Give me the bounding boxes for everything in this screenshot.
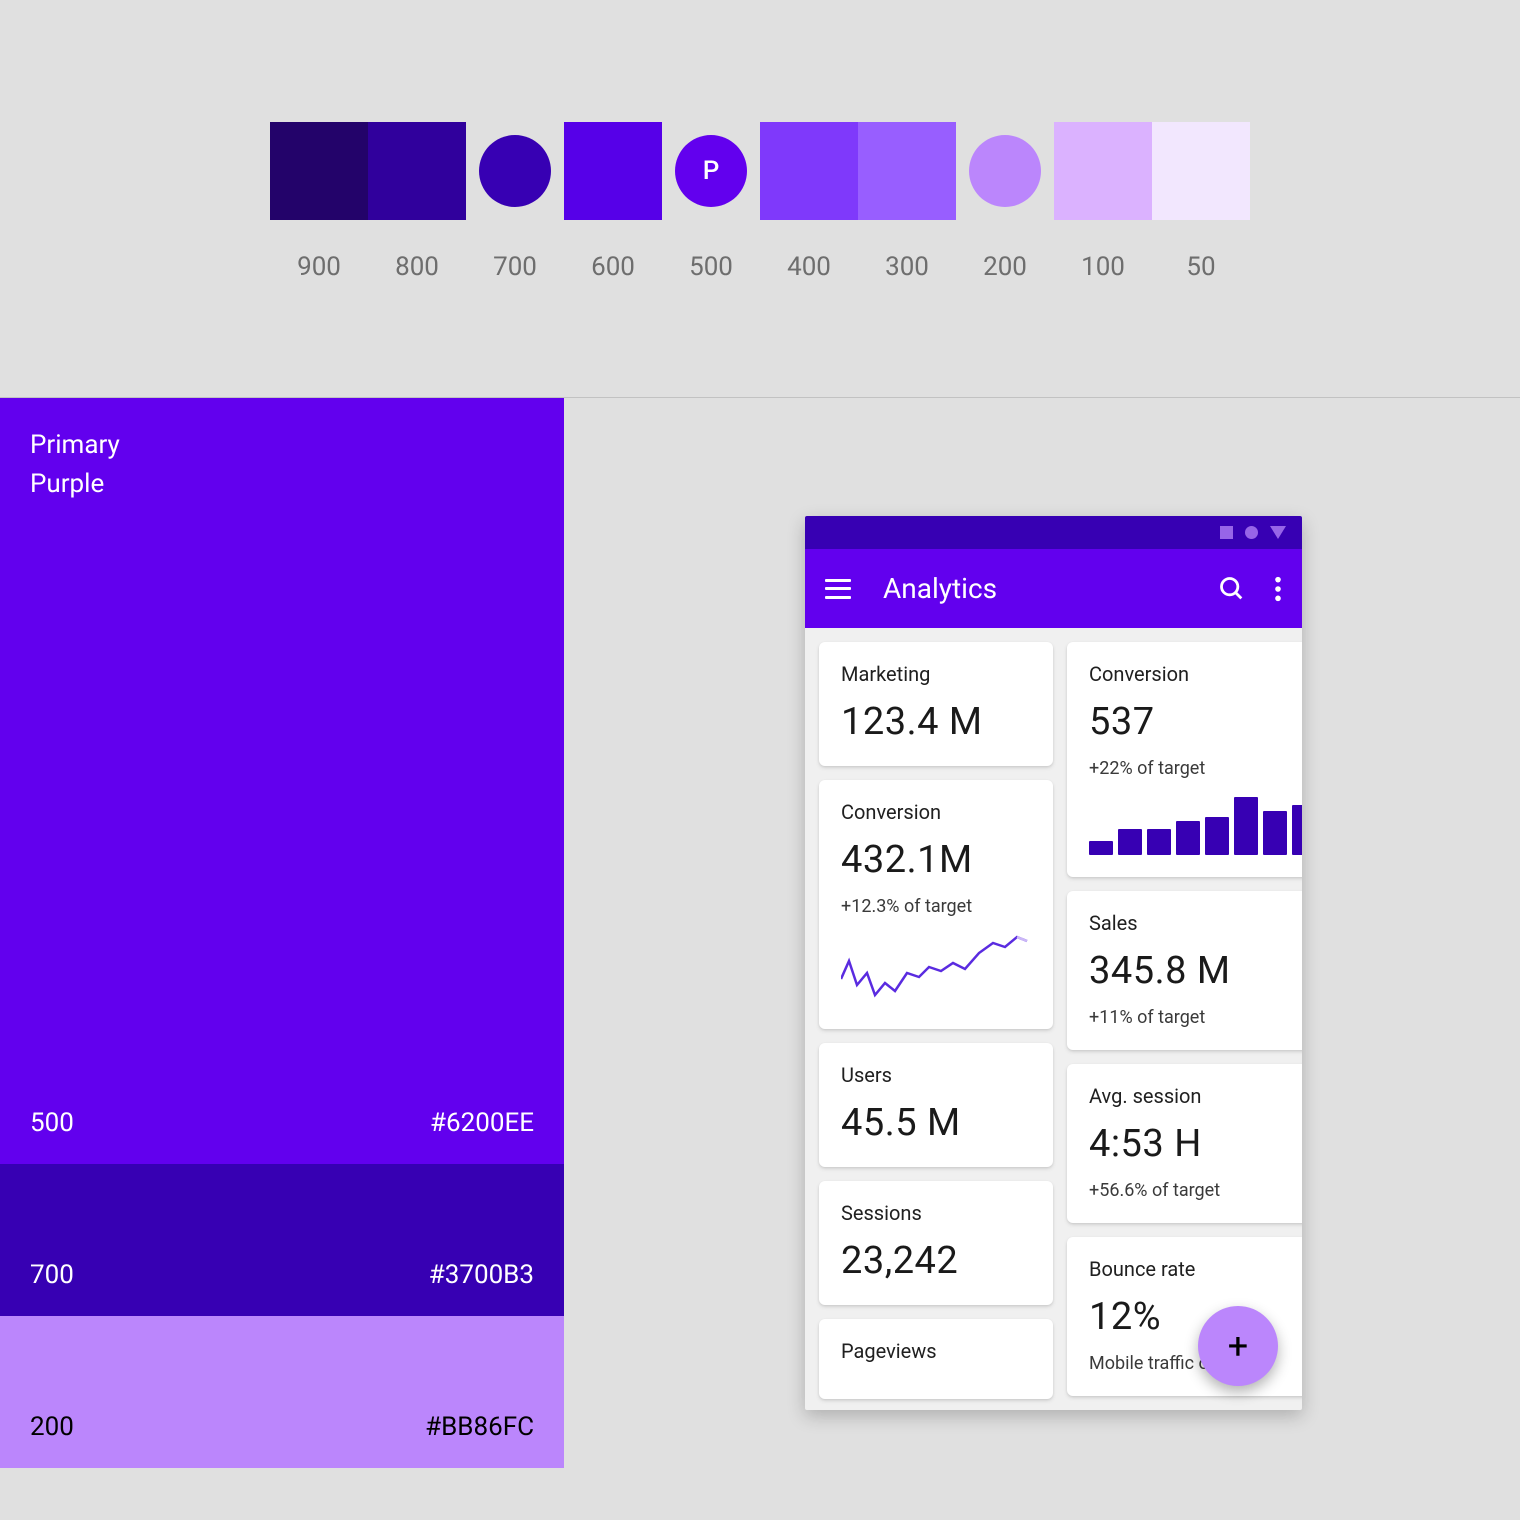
mini-bar xyxy=(1263,811,1287,855)
dark-variant-block: 700 #3700B3 xyxy=(0,1164,564,1316)
card-subtext: +11% of target xyxy=(1089,1007,1302,1028)
swatch-shape-700 xyxy=(466,122,564,220)
card-value: 45.5 M xyxy=(841,1101,1031,1145)
card-title: Marketing xyxy=(841,662,1031,686)
status-bar xyxy=(805,516,1302,549)
mini-bar-chart xyxy=(1089,793,1302,855)
swatch-50: 50 xyxy=(1152,122,1250,282)
primary-color-block: Primary Purple 500 #6200EE xyxy=(0,398,564,1164)
swatch-label-500: 500 xyxy=(689,252,733,282)
primary-label-2: Purple xyxy=(30,465,534,504)
card-subtext: +22% of target xyxy=(1089,758,1302,779)
color-stack: Primary Purple 500 #6200EE 700 #3700B3 2… xyxy=(0,398,564,1468)
swatch-shape-900 xyxy=(270,122,368,220)
mini-bar xyxy=(1176,821,1200,855)
device-mock: Analytics Marketing 123.4 M Conversion 432.… xyxy=(805,516,1302,1410)
swatch-shape-600 xyxy=(564,122,662,220)
swatch-label-300: 300 xyxy=(885,252,929,282)
overflow-menu-icon[interactable] xyxy=(1274,575,1282,603)
analytics-card[interactable]: Avg. session 4:53 H +56.6% of target xyxy=(1067,1064,1302,1223)
dark-shade: 700 xyxy=(30,1260,74,1290)
swatch-shape-300 xyxy=(858,122,956,220)
swatch-label-600: 600 xyxy=(591,252,635,282)
swatch-shape-800 xyxy=(368,122,466,220)
hamburger-menu-icon[interactable] xyxy=(825,579,851,599)
palette-row: 900 800 700 600 P 500 400 300 200 100 50 xyxy=(270,122,1250,282)
card-value: 537 xyxy=(1089,700,1302,744)
swatch-700: 700 xyxy=(466,122,564,282)
mini-bar xyxy=(1147,829,1171,855)
swatch-shape-50 xyxy=(1152,122,1250,220)
card-value: 23,242 xyxy=(841,1239,1031,1283)
mini-bar xyxy=(1234,797,1258,855)
mini-bar xyxy=(1118,829,1142,855)
swatch-800: 800 xyxy=(368,122,466,282)
status-square-icon xyxy=(1220,526,1233,539)
swatch-shape-200 xyxy=(956,122,1054,220)
light-variant-block: 200 #BB86FC xyxy=(0,1316,564,1468)
fab-button[interactable]: + xyxy=(1198,1306,1278,1386)
swatch-200: 200 xyxy=(956,122,1054,282)
app-bar-title: Analytics xyxy=(883,572,1218,605)
left-card-column: Marketing 123.4 M Conversion 432.1M +12.3% o… xyxy=(819,642,1053,1396)
card-value: 432.1M xyxy=(841,838,1031,882)
swatch-shape-400 xyxy=(760,122,858,220)
primary-shade: 500 xyxy=(30,1108,74,1138)
swatch-letter: P xyxy=(703,156,720,186)
search-icon[interactable] xyxy=(1218,575,1246,603)
dark-hex: #3700B3 xyxy=(429,1260,534,1290)
card-subtext: +12.3% of target xyxy=(841,896,1031,917)
analytics-card[interactable]: Marketing 123.4 M xyxy=(819,642,1053,766)
status-circle-icon xyxy=(1245,526,1258,539)
swatch-500: P 500 xyxy=(662,122,760,282)
swatch-shape-500: P xyxy=(662,122,760,220)
swatch-label-900: 900 xyxy=(297,252,341,282)
swatch-label-400: 400 xyxy=(787,252,831,282)
analytics-card[interactable]: Sales 345.8 M +11% of target xyxy=(1067,891,1302,1050)
card-title: Avg. session xyxy=(1089,1084,1302,1108)
card-title: Pageviews xyxy=(841,1339,1031,1363)
swatch-300: 300 xyxy=(858,122,956,282)
mini-bar xyxy=(1205,817,1229,855)
swatch-label-100: 100 xyxy=(1081,252,1125,282)
app-bar: Analytics xyxy=(805,549,1302,628)
analytics-card[interactable]: Conversion 432.1M +12.3% of target xyxy=(819,780,1053,1029)
mini-bar xyxy=(1292,805,1302,855)
card-value: 123.4 M xyxy=(841,700,1031,744)
palette-section: 900 800 700 600 P 500 400 300 200 100 50 xyxy=(0,0,1520,397)
analytics-card[interactable]: Conversion 537 +22% of target xyxy=(1067,642,1302,877)
swatch-label-50: 50 xyxy=(1186,252,1215,282)
swatch-shape-100 xyxy=(1054,122,1152,220)
swatch-100: 100 xyxy=(1054,122,1152,282)
light-shade: 200 xyxy=(30,1412,74,1442)
status-triangle-icon xyxy=(1270,526,1286,539)
swatch-900: 900 xyxy=(270,122,368,282)
swatch-600: 600 xyxy=(564,122,662,282)
card-title: Sales xyxy=(1089,911,1302,935)
cards-area: Marketing 123.4 M Conversion 432.1M +12.3% o… xyxy=(805,628,1302,1410)
analytics-card[interactable]: Users 45.5 M xyxy=(819,1043,1053,1167)
card-value: 4:53 H xyxy=(1089,1122,1302,1166)
card-title: Conversion xyxy=(841,800,1031,824)
right-card-column: Conversion 537 +22% of target Sales 345.8 M +… xyxy=(1067,642,1302,1396)
light-hex: #BB86FC xyxy=(425,1412,534,1442)
card-title: Bounce rate xyxy=(1089,1257,1302,1281)
mini-bar xyxy=(1089,841,1113,855)
swatch-400: 400 xyxy=(760,122,858,282)
card-value: 345.8 M xyxy=(1089,949,1302,993)
swatch-label-800: 800 xyxy=(395,252,439,282)
lower-section: Primary Purple 500 #6200EE 700 #3700B3 2… xyxy=(0,397,1520,1520)
swatch-label-700: 700 xyxy=(493,252,537,282)
primary-label-1: Primary xyxy=(30,426,534,465)
analytics-card[interactable]: Pageviews xyxy=(819,1319,1053,1399)
card-title: Conversion xyxy=(1089,662,1302,686)
swatch-label-200: 200 xyxy=(983,252,1027,282)
primary-hex: #6200EE xyxy=(430,1108,534,1138)
card-subtext: +56.6% of target xyxy=(1089,1180,1302,1201)
analytics-card[interactable]: Sessions 23,242 xyxy=(819,1181,1053,1305)
mini-line-chart xyxy=(841,933,1031,1003)
card-title: Users xyxy=(841,1063,1031,1087)
fab-plus-icon: + xyxy=(1228,1325,1248,1367)
card-title: Sessions xyxy=(841,1201,1031,1225)
